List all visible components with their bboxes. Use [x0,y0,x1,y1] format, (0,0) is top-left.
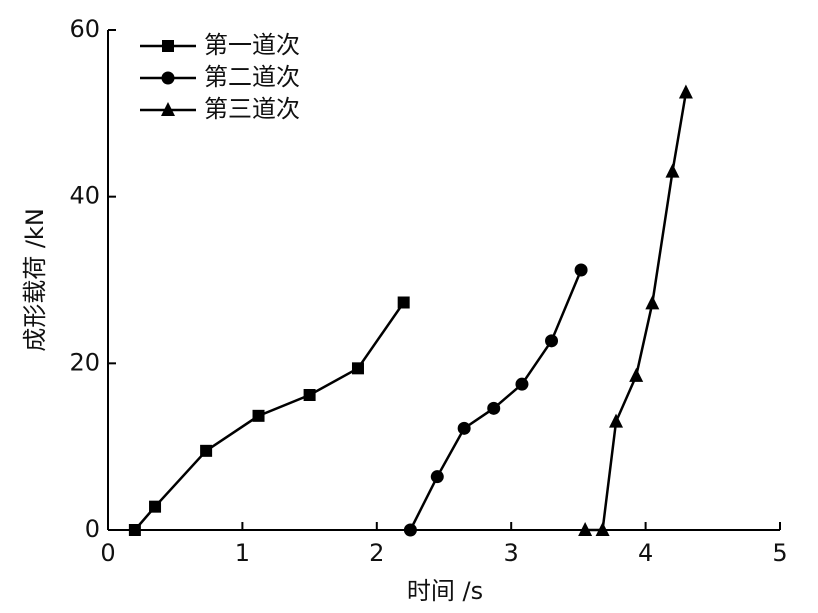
marker [574,263,588,277]
marker [351,362,364,375]
marker [665,163,680,178]
marker [578,522,593,536]
legend-label: 第三道次 [204,95,300,123]
series-line [585,92,688,532]
x-tick-label: 0 [100,539,115,567]
x-tick-label: 3 [504,539,519,567]
marker [678,84,693,99]
x-tick-label: 5 [772,539,787,567]
marker [629,367,644,382]
marker [303,389,316,401]
marker [397,296,410,309]
marker [200,444,213,457]
marker [128,524,141,536]
series-line [409,269,583,531]
marker [403,523,417,537]
x-tick-label: 4 [638,539,653,567]
legend-label: 第二道次 [204,63,300,91]
x-tick-label: 1 [235,539,250,567]
marker [457,421,471,435]
y-axis-label: 成形载荷 /kN [21,208,49,352]
marker [545,334,559,348]
marker [162,40,174,52]
marker [595,522,610,536]
marker [149,500,162,513]
marker [609,413,624,428]
y-tick-label: 60 [69,15,100,43]
marker [161,102,175,116]
marker [515,377,529,391]
marker [645,295,660,310]
marker [252,409,265,422]
y-tick-label: 20 [69,348,100,376]
y-tick-label: 40 [69,182,100,210]
marker [430,470,444,484]
y-tick-label: 0 [85,515,100,543]
series-line [133,301,405,531]
legend-label: 第一道次 [204,31,300,59]
x-tick-label: 2 [369,539,384,567]
marker [161,71,175,85]
marker [487,401,501,415]
x-axis-label: 时间 /s [407,577,483,605]
